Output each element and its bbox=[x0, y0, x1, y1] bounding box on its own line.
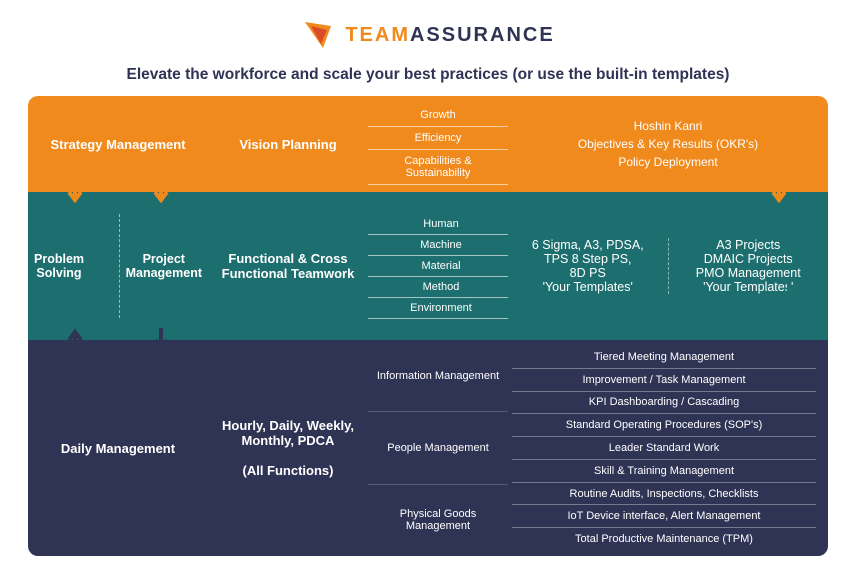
info-mgmt-label: Information Management bbox=[377, 370, 499, 382]
chip-machine: Machine bbox=[368, 235, 508, 256]
nav-item: Routine Audits, Inspections, Checklists bbox=[512, 483, 816, 506]
logo-team: TEAM bbox=[345, 24, 410, 46]
problem-solving-label: Problem Solving bbox=[28, 192, 90, 340]
nav-item: Improvement / Task Management bbox=[512, 369, 816, 392]
r1-cold: Hoshin Kanri Objectives & Key Results (O… bbox=[508, 96, 828, 192]
r2-cold: 6 Sigma, A3, PDSA, TPS 8 Step PS, 8D PS … bbox=[508, 192, 828, 340]
logo-assurance: ASSURANCE bbox=[410, 24, 555, 46]
logo-icon bbox=[301, 18, 335, 52]
chip-method: Method bbox=[368, 277, 508, 298]
nav-item: IoT Device interface, Alert Management bbox=[512, 505, 816, 528]
logo: TEAMASSURANCE bbox=[28, 18, 828, 52]
vision-planning-label: Vision Planning bbox=[239, 137, 336, 152]
r1-colb: Vision Planning bbox=[208, 96, 368, 192]
sixsigma-text: 6 Sigma, A3, PDSA, TPS 8 Step PS, 8D PS … bbox=[532, 238, 644, 294]
hoshin-text: Hoshin Kanri Objectives & Key Results (O… bbox=[578, 117, 758, 171]
arrow-down-icon bbox=[780, 282, 798, 306]
nav-item: Tiered Meeting Management bbox=[512, 346, 816, 369]
arrow-down-icon bbox=[66, 180, 84, 204]
pdca-label: Hourly, Daily, Weekly, Monthly, PDCA (Al… bbox=[208, 418, 368, 478]
group-info-mgmt: Information Management bbox=[368, 340, 508, 412]
chip-efficiency: Efficiency bbox=[368, 127, 508, 150]
r1-colc: Growth Efficiency Capabilities & Sustain… bbox=[368, 96, 508, 192]
nav-item: Leader Standard Work bbox=[512, 437, 816, 460]
chip-growth: Growth bbox=[368, 104, 508, 127]
physical-mgmt-label: Physical Goods Management bbox=[376, 508, 500, 532]
nav-item: Standard Operating Procedures (SOP's) bbox=[512, 414, 816, 437]
functional-teamwork-label: Functional & Cross Functional Teamwork bbox=[208, 251, 368, 281]
people-mgmt-label: People Management bbox=[387, 442, 489, 454]
project-management-label: Project Management bbox=[120, 192, 208, 340]
r2-cola: Problem Solving Project Management bbox=[28, 192, 208, 340]
row-strategy: Strategy Management Vision Planning Grow… bbox=[28, 96, 828, 192]
r1-cola: Strategy Management bbox=[28, 96, 208, 192]
chip-human: Human bbox=[368, 214, 508, 235]
chip-material: Material bbox=[368, 256, 508, 277]
arrow-down-icon bbox=[152, 180, 170, 204]
arrow-down-icon bbox=[770, 180, 788, 204]
r3-cold: Tiered Meeting ManagementImprovement / T… bbox=[508, 340, 828, 556]
r2-colb: Functional & Cross Functional Teamwork bbox=[208, 192, 368, 340]
arrow-up-icon bbox=[66, 328, 84, 352]
group-people-mgmt: People Management bbox=[368, 412, 508, 484]
group-physical-mgmt: Physical Goods Management bbox=[368, 485, 508, 556]
logo-text: TEAMASSURANCE bbox=[345, 24, 554, 47]
daily-management-label: Daily Management bbox=[61, 441, 175, 456]
row-functional: Problem Solving Project Management Funct… bbox=[28, 192, 828, 340]
row-daily: Daily Management Hourly, Daily, Weekly, … bbox=[28, 340, 828, 556]
nav-item: Total Productive Maintenance (TPM) bbox=[512, 528, 816, 550]
diagram-grid: Strategy Management Vision Planning Grow… bbox=[28, 96, 828, 556]
chip-capabilities: Capabilities & Sustainability bbox=[368, 150, 508, 185]
strategy-management-label: Strategy Management bbox=[50, 137, 185, 152]
nav-item: KPI Dashboarding / Cascading bbox=[512, 392, 816, 415]
r3-colc: Information Management People Management… bbox=[368, 340, 508, 556]
nav-item: Skill & Training Management bbox=[512, 460, 816, 483]
r3-cola: Daily Management bbox=[28, 340, 208, 556]
subtitle: Elevate the workforce and scale your bes… bbox=[28, 66, 828, 84]
arrow-down-icon bbox=[152, 328, 170, 352]
chip-environment: Environment bbox=[368, 298, 508, 319]
r3-colb: Hourly, Daily, Weekly, Monthly, PDCA (Al… bbox=[208, 340, 368, 556]
r2-colc: Human Machine Material Method Environmen… bbox=[368, 192, 508, 340]
